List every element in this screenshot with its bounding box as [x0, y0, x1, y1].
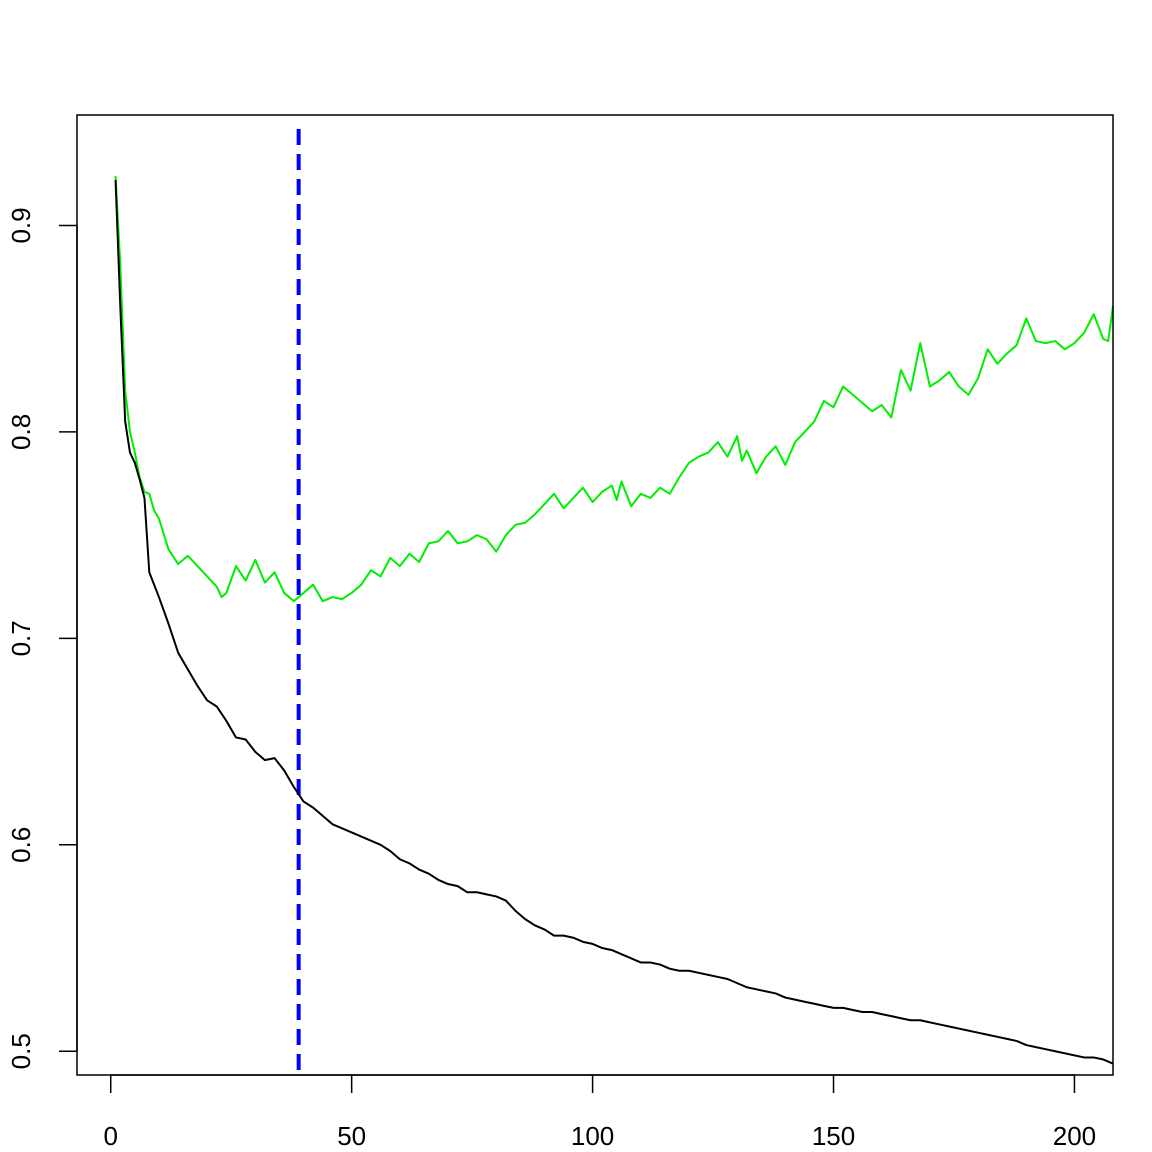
y-tick-label: 0.7 — [6, 620, 36, 656]
x-tick-label: 0 — [103, 1121, 117, 1151]
x-tick-label: 200 — [1053, 1121, 1096, 1151]
y-tick-label: 0.9 — [6, 207, 36, 243]
series-line-1 — [114, 175, 1114, 603]
x-axis: 0 50 100 150 200 — [103, 1074, 1096, 1151]
x-tick-label: 150 — [812, 1121, 855, 1151]
series-lines — [114, 175, 1114, 1065]
y-tick-label: 0.5 — [6, 1033, 36, 1069]
y-tick-label: 0.8 — [6, 414, 36, 450]
x-tick-label: 100 — [571, 1121, 614, 1151]
series-line-2 — [114, 179, 1114, 1065]
x-tick-label: 50 — [337, 1121, 366, 1151]
y-axis: 0.5 0.6 0.7 0.8 0.9 — [6, 207, 78, 1069]
y-tick-label: 0.6 — [6, 827, 36, 863]
